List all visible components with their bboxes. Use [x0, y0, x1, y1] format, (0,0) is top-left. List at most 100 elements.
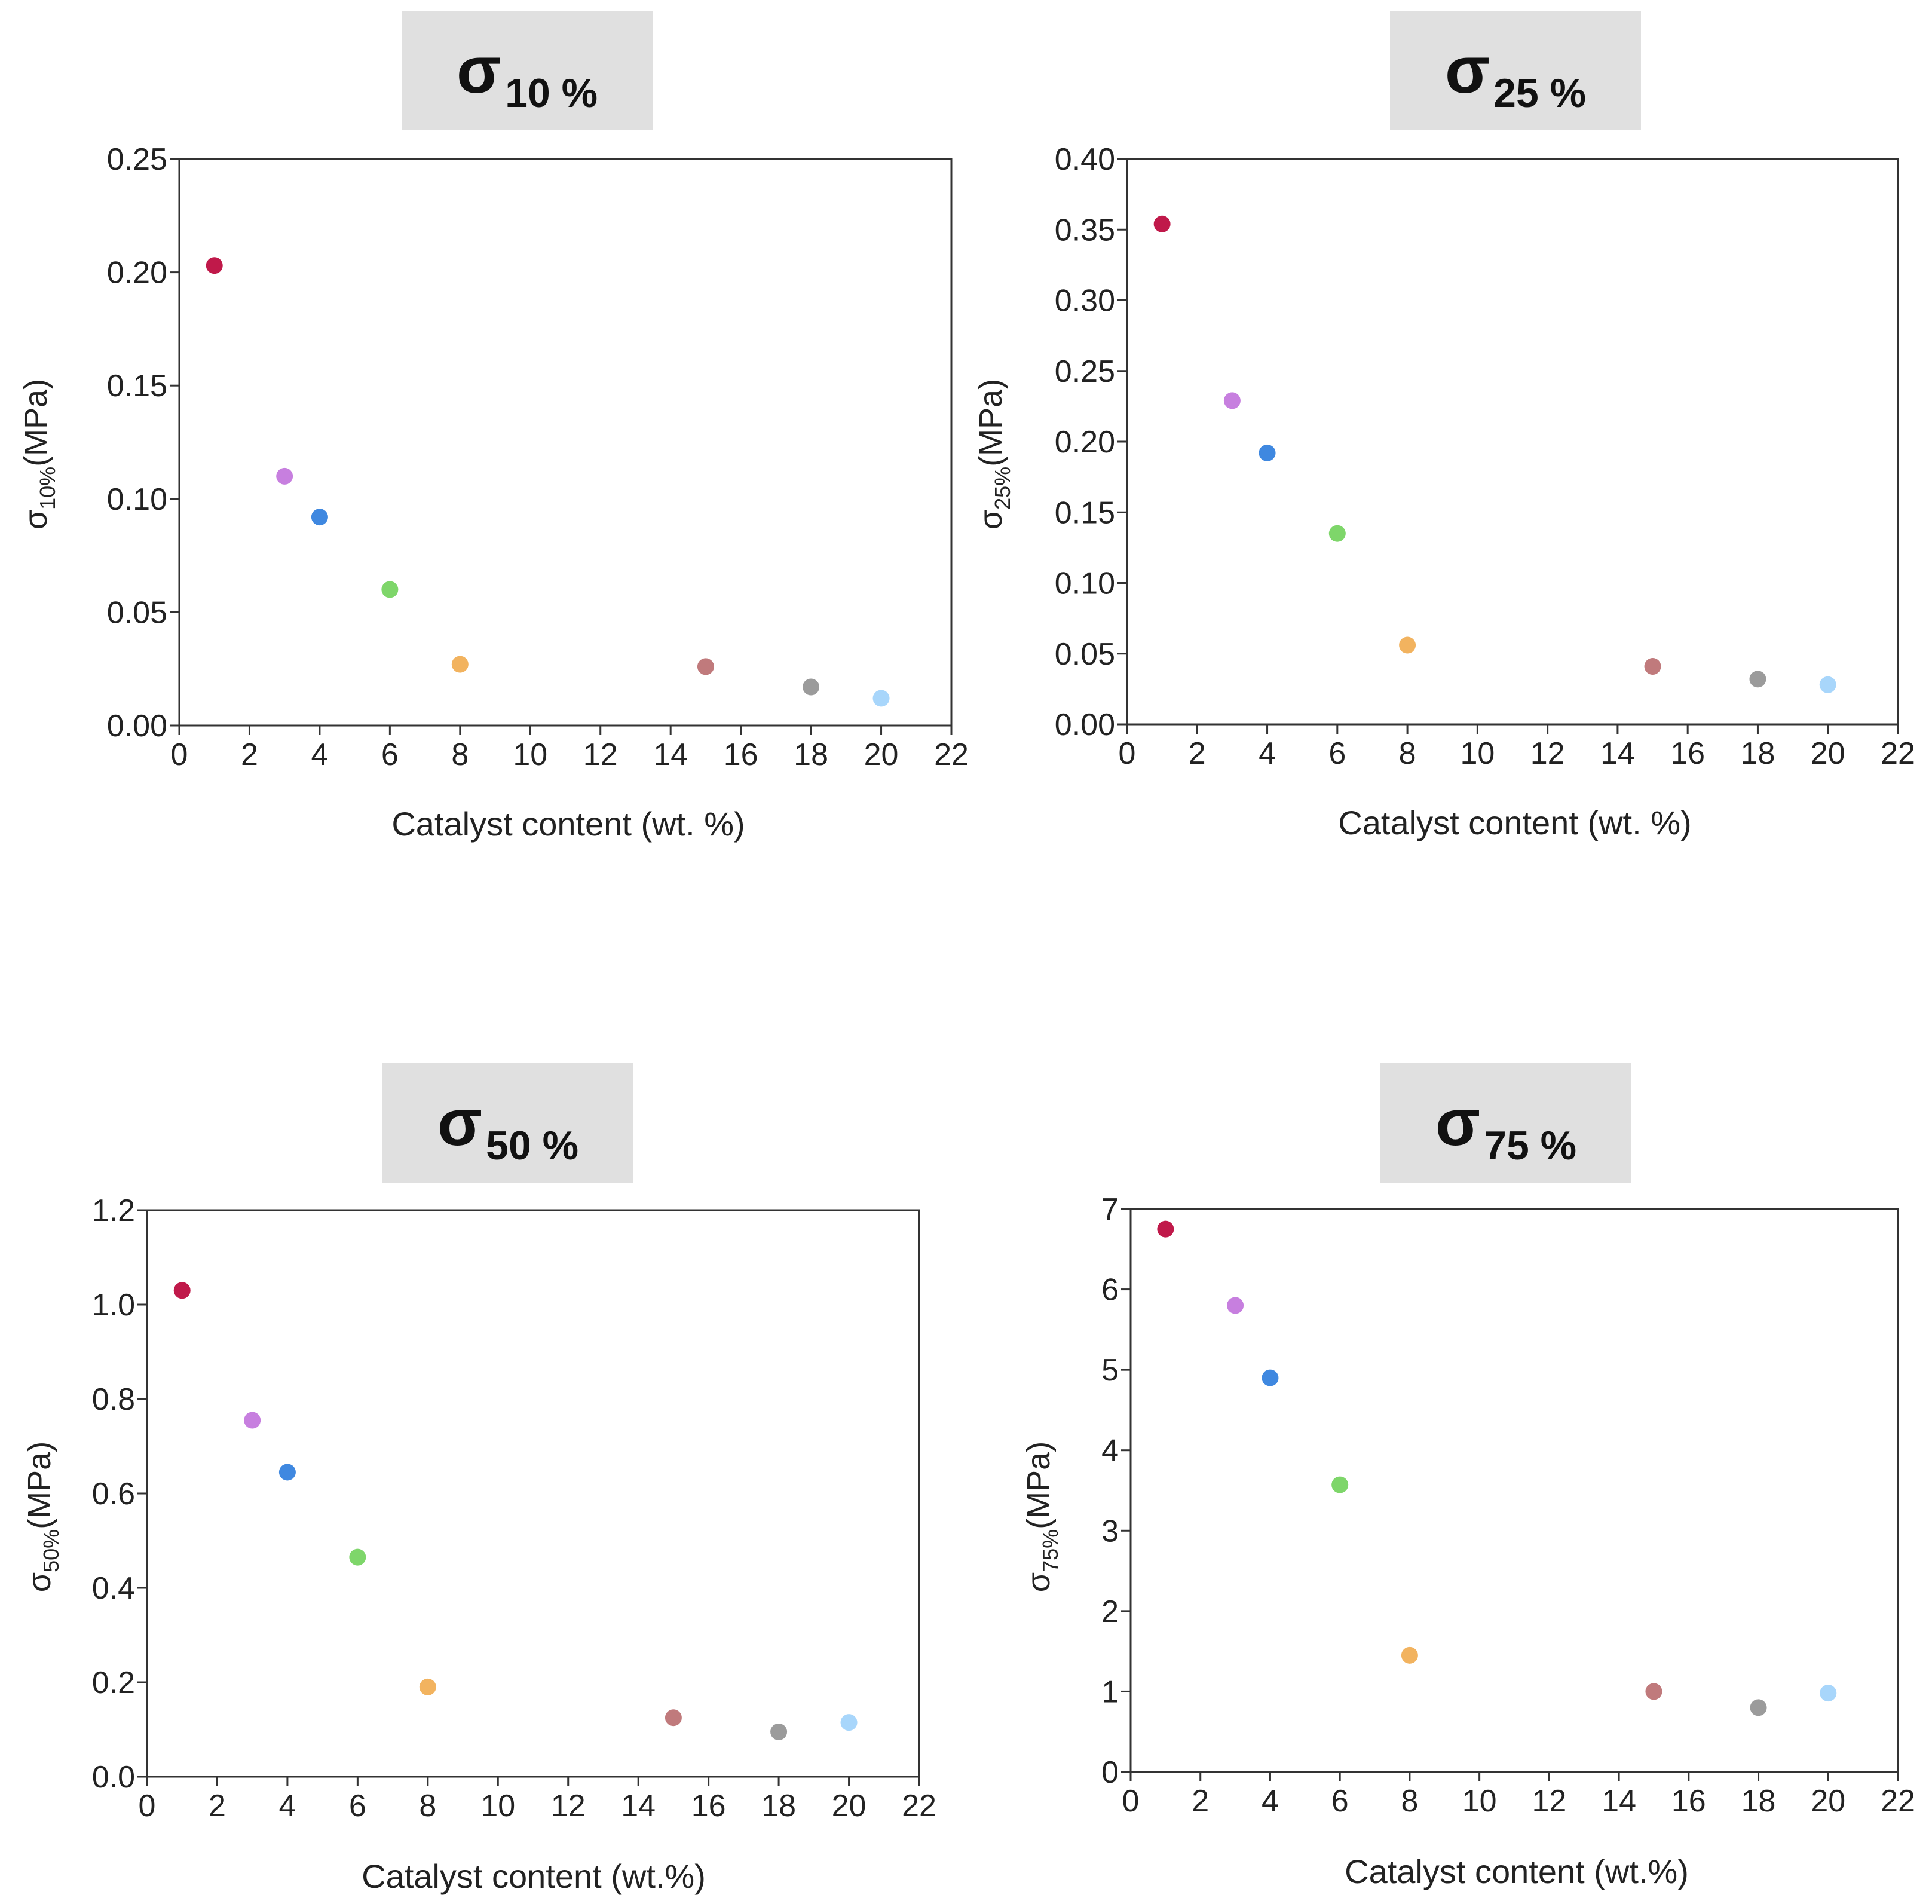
- y-tick-label: 6: [1101, 1273, 1119, 1308]
- data-point: [311, 509, 328, 526]
- x-tick-label: 14: [1602, 1784, 1636, 1819]
- y-tick-label: 7: [1101, 1192, 1119, 1227]
- x-tick-label: 2: [1189, 736, 1206, 771]
- x-tick-label: 2: [1192, 1784, 1209, 1819]
- x-axis-label: Catalyst content (wt.%): [362, 1857, 706, 1895]
- chart-panel-sigma-25: σ25 % σ25%(MPa) Catalyst content (wt. %)…: [966, 0, 1931, 952]
- x-tick-label: 4: [311, 737, 328, 772]
- x-tick-label: 4: [1262, 1784, 1279, 1819]
- y-tick-label: 0.40: [1055, 142, 1115, 177]
- y-tick-label: 0.05: [107, 595, 167, 630]
- scatter-plot: σ25%(MPa) Catalyst content (wt. %) 0 2 4 6 8…: [973, 142, 1915, 841]
- svg-text:σ10%(MPa): σ10%(MPa): [18, 379, 60, 529]
- ylabel-unit: (MPa): [973, 379, 1009, 467]
- x-tick-label: 8: [1399, 736, 1416, 771]
- data-point: [276, 467, 293, 485]
- data-point: [419, 1678, 436, 1695]
- data-point: [1399, 636, 1416, 654]
- x-tick-label: 8: [1401, 1784, 1418, 1819]
- data-point: [206, 257, 223, 274]
- x-tick-label: 0: [1122, 1784, 1140, 1819]
- x-tick-label: 6: [381, 737, 399, 772]
- y-tick-label: 0.6: [92, 1477, 135, 1511]
- title-symbol: σ: [456, 33, 502, 107]
- y-tick-label: 0.00: [107, 709, 167, 743]
- data-point: [244, 1412, 261, 1429]
- y-axis-label: σ50%(MPa): [22, 1441, 63, 1592]
- data-point: [1645, 1683, 1662, 1700]
- x-tick-label: 16: [1671, 1784, 1706, 1819]
- x-tick-label: 20: [864, 737, 899, 772]
- data-point: [1644, 658, 1661, 675]
- x-tick-label: 10: [1462, 1784, 1497, 1819]
- data-point: [1259, 444, 1276, 461]
- title-symbol: σ: [1435, 1086, 1481, 1159]
- title-subscript: 50 %: [486, 1122, 579, 1168]
- data-point: [1820, 1685, 1837, 1702]
- data-point: [1223, 392, 1241, 409]
- data-point: [349, 1548, 366, 1566]
- x-tick-label: 12: [583, 737, 618, 772]
- x-tick-label: 6: [1328, 736, 1346, 771]
- x-tick-label: 6: [349, 1789, 366, 1823]
- x-tick-label: 18: [1741, 736, 1775, 771]
- y-tick-label: 0.8: [92, 1382, 135, 1417]
- plot-frame: [1129, 1208, 1899, 1773]
- x-tick-label: 12: [1530, 736, 1565, 771]
- ylabel-unit: (MPa): [22, 1441, 57, 1529]
- x-tick-label: 12: [551, 1789, 586, 1823]
- x-tick-label: 14: [1600, 736, 1635, 771]
- x-tick-label: 10: [1460, 736, 1495, 771]
- y-tick-label: 0.00: [1055, 708, 1115, 742]
- x-tick-label: 10: [480, 1789, 515, 1823]
- data-point: [1819, 676, 1836, 693]
- x-tick-label: 20: [1811, 736, 1845, 771]
- y-tick-label: 2: [1101, 1594, 1119, 1629]
- y-axis-label: σ75%(MPa): [1021, 1441, 1063, 1592]
- data-point: [1157, 1220, 1174, 1238]
- x-tick-label: 16: [724, 737, 758, 772]
- svg-text:σ75%(MPa): σ75%(MPa): [1021, 1441, 1063, 1592]
- y-tick-label: 0.30: [1055, 284, 1115, 319]
- data-point: [1328, 525, 1346, 542]
- chart-panel-sigma-75: σ75 % σ75%(MPa) Catalyst content (wt.%) …: [966, 952, 1931, 1904]
- data-point: [1153, 215, 1171, 232]
- data-point: [770, 1723, 788, 1740]
- data-point: [1331, 1476, 1349, 1493]
- y-axis-label: σ25%(MPa): [973, 379, 1015, 529]
- y-tick-label: 4: [1101, 1434, 1119, 1468]
- y-axis-label: σ10%(MPa): [18, 379, 60, 529]
- data-point: [381, 581, 399, 598]
- x-tick-label: 20: [1811, 1784, 1845, 1819]
- x-tick-label: 10: [513, 737, 547, 772]
- data-point: [665, 1709, 682, 1727]
- svg-text:σ25%(MPa): σ25%(MPa): [973, 379, 1015, 529]
- data-point: [872, 690, 890, 707]
- ylabel-symbol: σ: [1021, 1572, 1057, 1592]
- y-tick-label: 0.35: [1055, 213, 1115, 247]
- y-tick-label: 0.25: [107, 142, 167, 177]
- y-tick-label: 0: [1101, 1755, 1119, 1790]
- ylabel-symbol: σ: [973, 510, 1009, 529]
- x-tick-label: 0: [1119, 736, 1136, 771]
- x-tick-label: 18: [761, 1789, 796, 1823]
- x-tick-label: 18: [1741, 1784, 1776, 1819]
- x-tick-label: 6: [1331, 1784, 1349, 1819]
- x-axis-label: Catalyst content (wt.%): [1345, 1853, 1689, 1890]
- scatter-plot: σ10%(MPa) Catalyst content (wt. %) 0 2 4 6 8…: [18, 142, 969, 843]
- plot-frame: [146, 1209, 920, 1778]
- data-point: [697, 658, 714, 675]
- ylabel-subscript: 25%: [990, 467, 1015, 510]
- y-tick-label: 0.15: [107, 369, 167, 403]
- y-tick-label: 0.0: [92, 1760, 135, 1795]
- chart-title: σ75 %: [1380, 1063, 1631, 1183]
- chart-title: σ10 %: [402, 11, 653, 130]
- x-axis-label: Catalyst content (wt. %): [1338, 804, 1691, 841]
- x-tick-label: 14: [621, 1789, 656, 1823]
- x-tick-label: 0: [139, 1789, 156, 1823]
- chart-title: σ50 %: [382, 1063, 633, 1183]
- x-tick-label: 22: [1881, 1784, 1915, 1819]
- x-tick-label: 16: [1670, 736, 1705, 771]
- x-axis-label: Catalyst content (wt. %): [391, 805, 745, 843]
- x-tick-label: 20: [832, 1789, 867, 1823]
